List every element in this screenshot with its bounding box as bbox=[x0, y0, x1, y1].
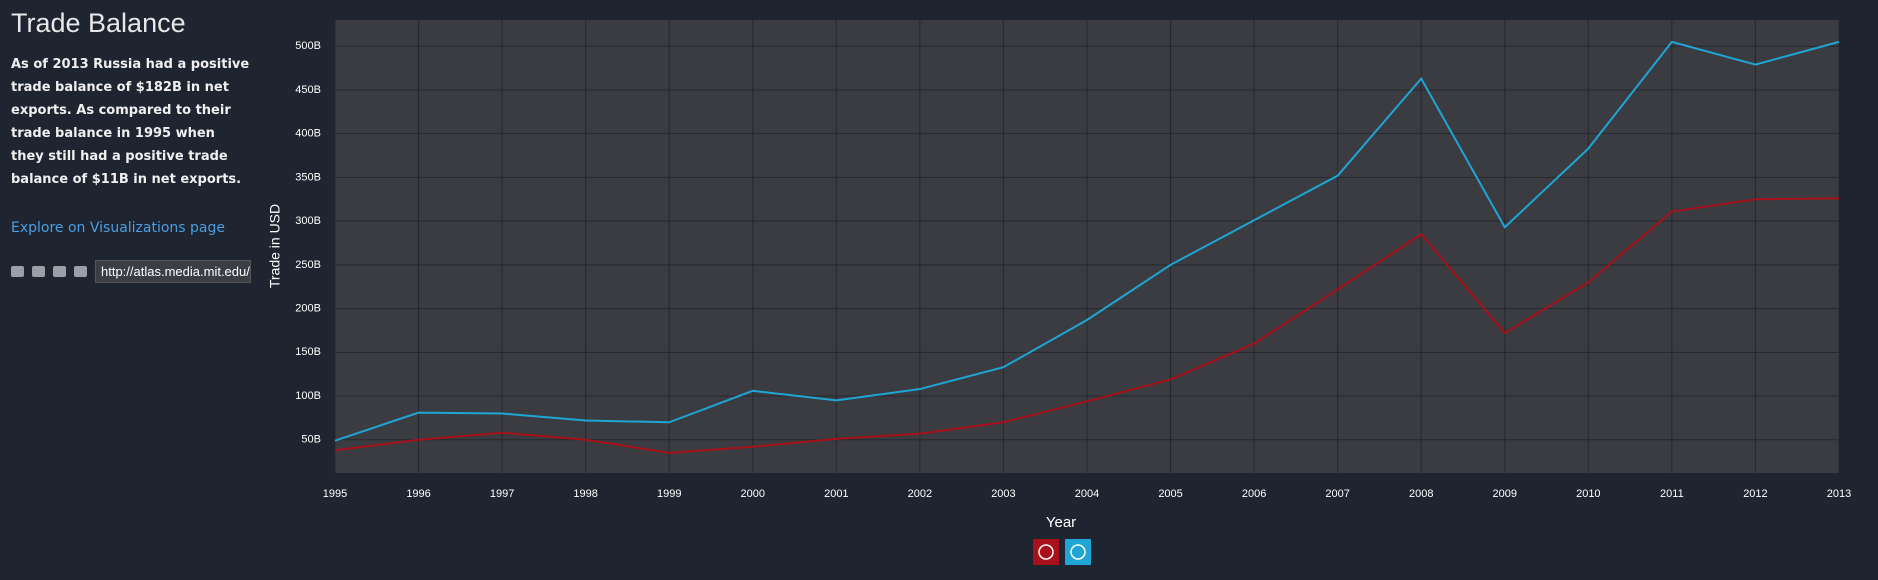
x-tick-label: 1998 bbox=[573, 488, 597, 500]
x-axis-label: Year bbox=[1046, 514, 1076, 531]
title: Trade Balance bbox=[11, 8, 186, 38]
y-tick-label: 300B bbox=[295, 215, 321, 227]
x-tick-label: 2006 bbox=[1242, 488, 1266, 500]
legend-icon bbox=[1033, 539, 1059, 565]
y-tick-label: 400B bbox=[295, 128, 321, 140]
image-icon[interactable] bbox=[74, 266, 87, 277]
explore-link[interactable]: Explore on Visualizations page bbox=[11, 220, 226, 236]
legend-glyph bbox=[1038, 544, 1054, 560]
x-tick-label: 1996 bbox=[406, 488, 430, 500]
x-tick-label: 2009 bbox=[1493, 488, 1517, 500]
x-tick-label: 2002 bbox=[908, 488, 932, 500]
y-axis-label: Trade in USD bbox=[267, 204, 283, 288]
x-tick-label: 2010 bbox=[1576, 488, 1600, 500]
link-icon[interactable] bbox=[53, 266, 66, 277]
y-tick-label: 50B bbox=[301, 434, 321, 446]
description: As of 2013 Russia had a positive trade b… bbox=[11, 57, 250, 187]
twitter-icon[interactable] bbox=[11, 266, 24, 277]
y-tick-label: 250B bbox=[295, 259, 321, 271]
x-tick-label: 2000 bbox=[741, 488, 765, 500]
x-tick-label: 2001 bbox=[824, 488, 848, 500]
x-tick-label: 2011 bbox=[1660, 488, 1684, 500]
y-tick-label: 450B bbox=[295, 84, 321, 96]
x-tick-label: 2012 bbox=[1743, 488, 1767, 500]
x-tick-label: 1999 bbox=[657, 488, 681, 500]
y-tick-label: 350B bbox=[295, 171, 321, 183]
y-tick-label: 150B bbox=[295, 346, 321, 358]
url-field[interactable]: http://atlas.media.mit.edu/e bbox=[95, 260, 251, 283]
legend-icon bbox=[1065, 539, 1091, 565]
series-line bbox=[334, 197, 1840, 454]
series-line bbox=[334, 40, 1840, 442]
x-tick-label: 2004 bbox=[1075, 488, 1099, 500]
x-tick-label: 2003 bbox=[991, 488, 1015, 500]
y-tick-label: 200B bbox=[295, 302, 321, 314]
legend-glyph bbox=[1070, 544, 1086, 560]
x-tick-label: 2005 bbox=[1158, 488, 1182, 500]
y-tick-label: 100B bbox=[295, 390, 321, 402]
x-tick-label: 1997 bbox=[490, 488, 514, 500]
share-bar: http://atlas.media.mit.edu/e bbox=[11, 260, 251, 283]
x-tick-label: 1995 bbox=[323, 488, 347, 500]
y-tick-label: 500B bbox=[295, 40, 321, 52]
facebook-icon[interactable] bbox=[32, 266, 45, 277]
sidebar: Trade Balance As of 2013 Russia had a po… bbox=[11, 8, 251, 283]
x-tick-label: 2008 bbox=[1409, 488, 1433, 500]
x-tick-label: 2013 bbox=[1827, 488, 1851, 500]
x-tick-label: 2007 bbox=[1325, 488, 1349, 500]
